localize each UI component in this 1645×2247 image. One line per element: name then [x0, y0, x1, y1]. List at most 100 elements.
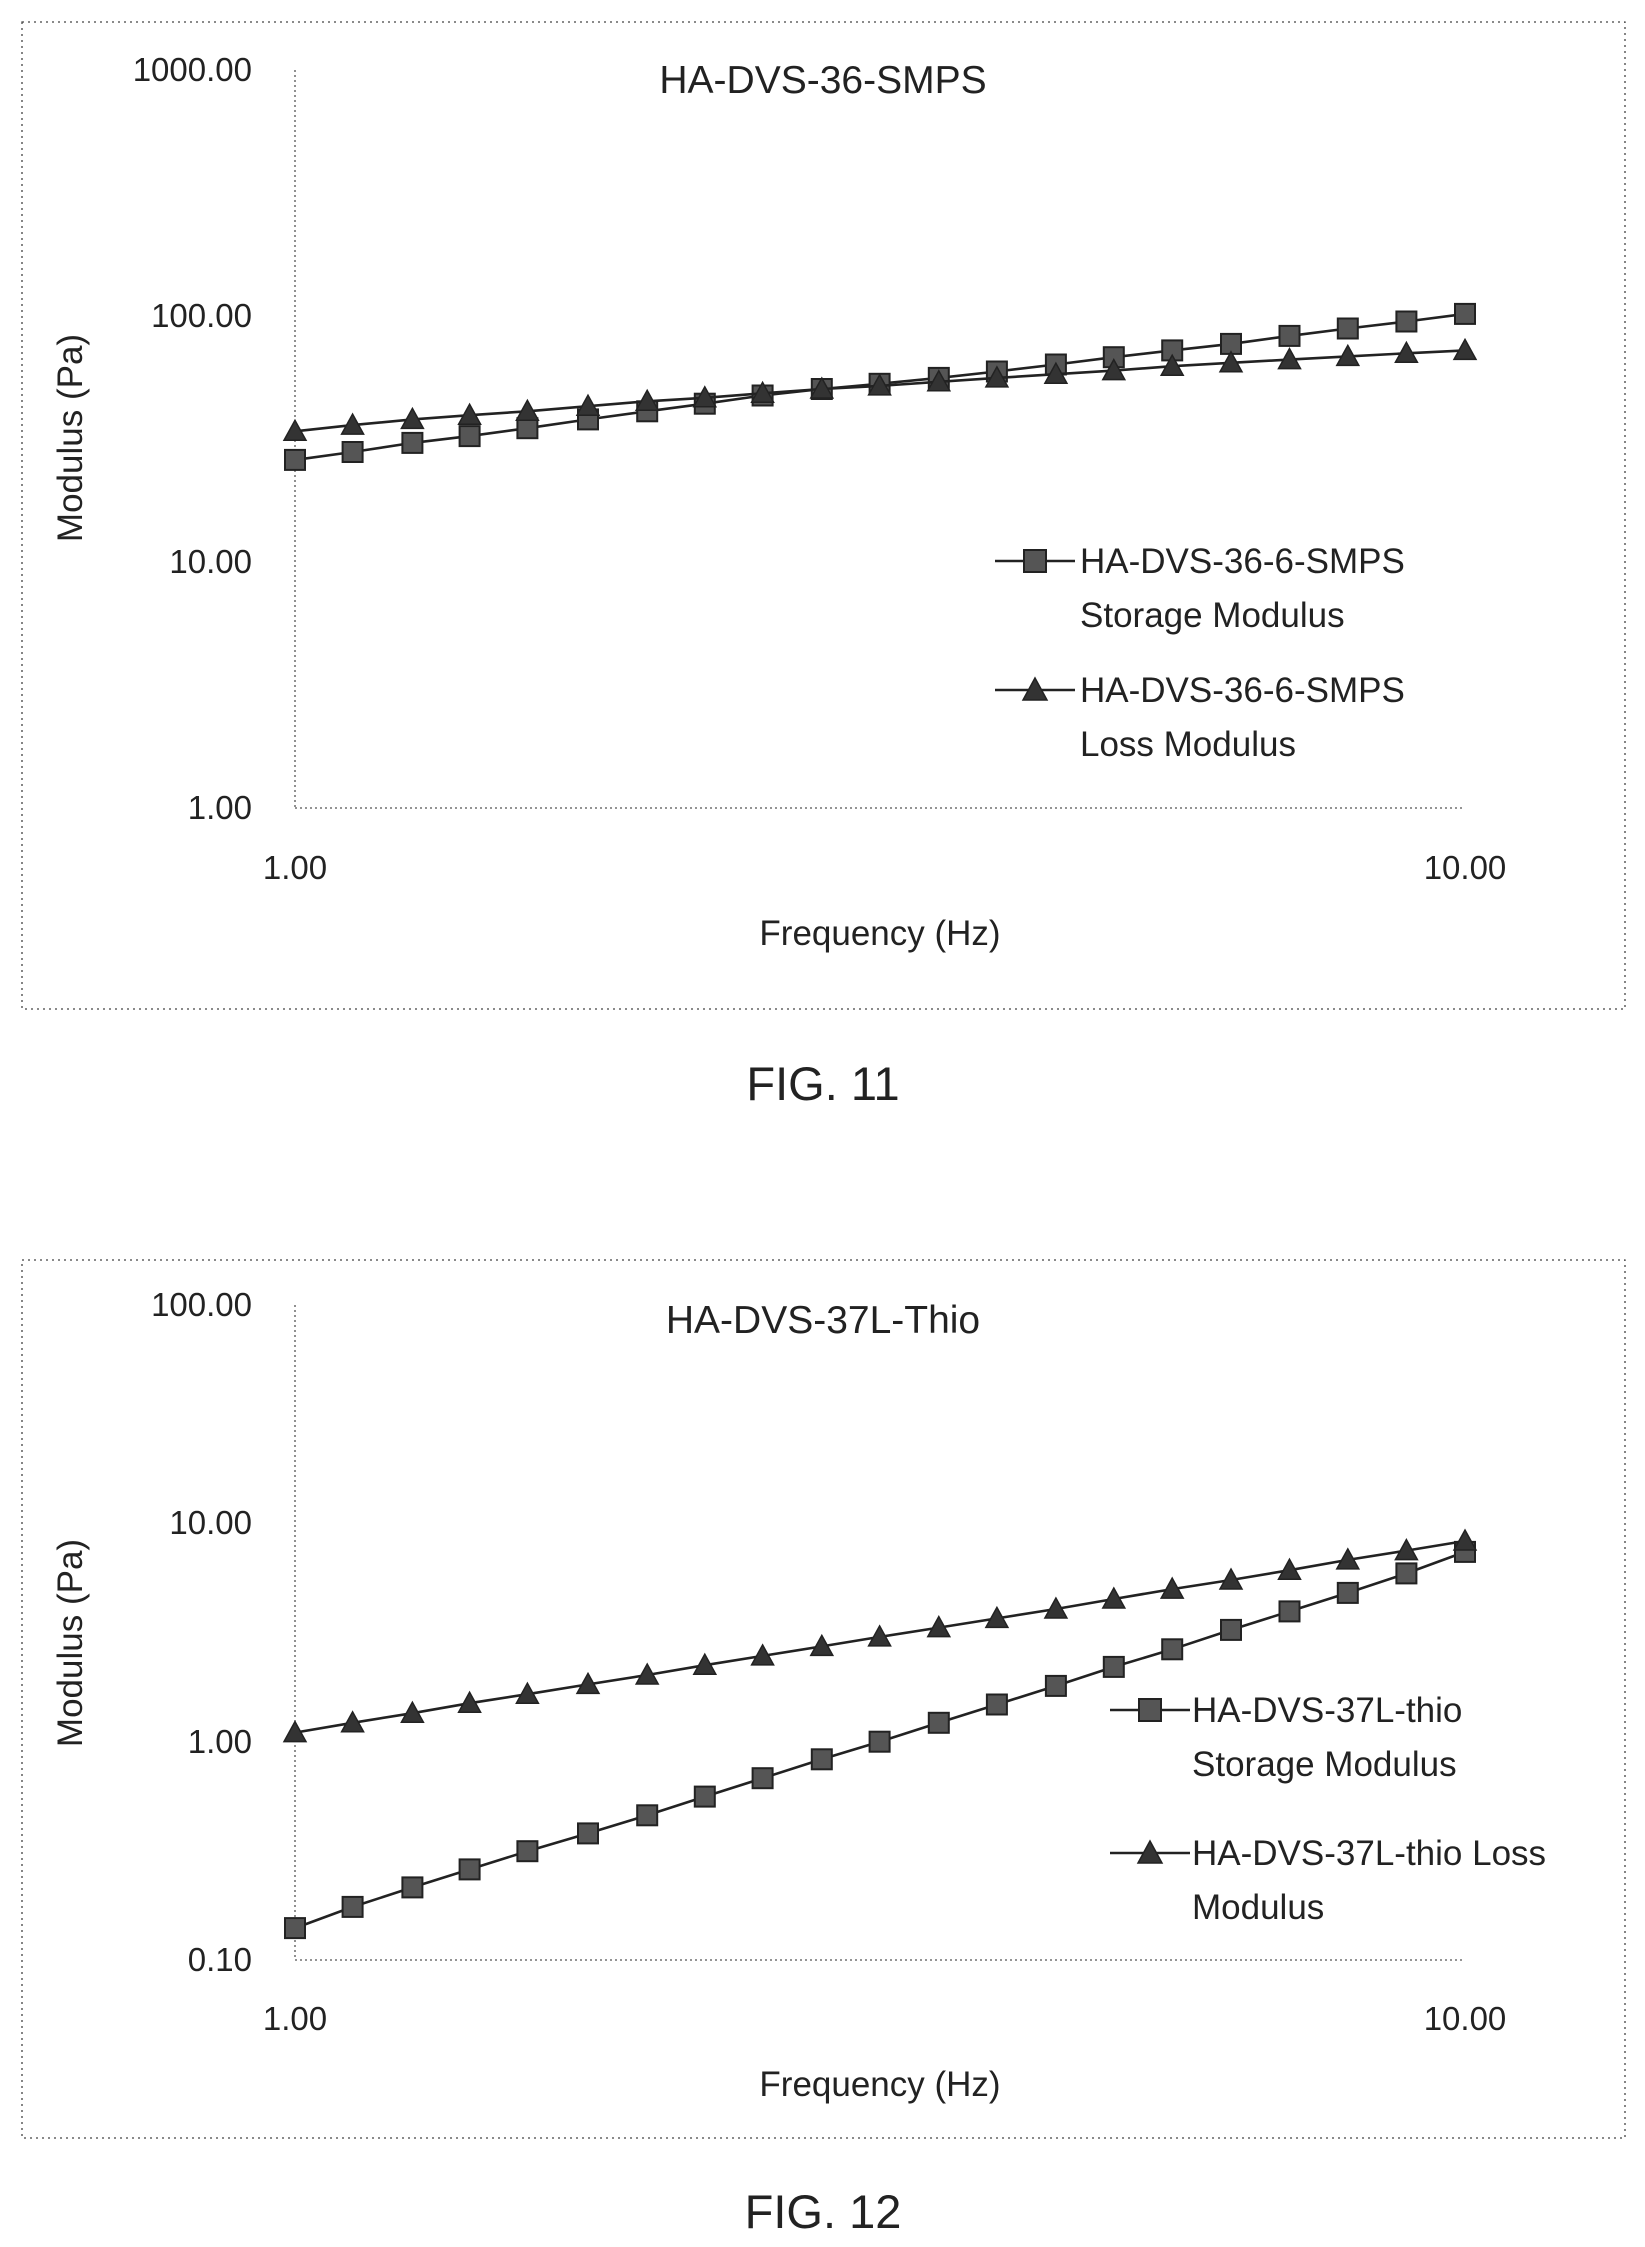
data-point-triangle	[282, 418, 308, 442]
y-tick-label: 10.00	[169, 1504, 252, 1541]
y-tick-label: 1.00	[188, 789, 252, 826]
legend-square-marker	[1138, 1698, 1162, 1722]
x-tick-label: 10.00	[1424, 2000, 1507, 2037]
data-point-square	[284, 448, 306, 471]
legend-label: HA-DVS-37L-thio	[1192, 1691, 1462, 1730]
y-tick-label: 10.00	[169, 543, 252, 580]
data-point-square	[401, 1876, 424, 1899]
data-point-triangle	[809, 1633, 835, 1657]
data-point-square	[341, 1895, 364, 1918]
data-point-triangle	[400, 1700, 425, 1723]
chart-title: HA-DVS-36-SMPS	[659, 59, 986, 102]
data-point-triangle	[692, 1652, 718, 1675]
data-point-triangle	[1394, 1538, 1419, 1561]
data-point-triangle	[750, 380, 775, 404]
data-point-triangle	[515, 398, 540, 422]
data-point-triangle	[340, 1710, 365, 1733]
data-point-triangle	[984, 365, 1010, 388]
legend-triangle-marker	[1021, 676, 1049, 701]
data-point-square	[1102, 1655, 1125, 1678]
chart-fig-12: HA-DVS-37L-Thio 100.00 10.00 1.00 0.10 1…	[21, 1259, 1626, 2139]
data-point-square	[636, 1804, 659, 1827]
data-point-square	[1220, 1618, 1242, 1641]
legend-item-loss: HA-DVS-36-6-SMPS Loss Modulus	[995, 671, 1405, 764]
data-point-triangle	[1394, 340, 1419, 364]
legend-item-loss: HA-DVS-37L-thio Loss Modulus	[1110, 1834, 1546, 1927]
data-point-square	[458, 425, 481, 448]
data-point-triangle	[1218, 350, 1244, 373]
chart-frame	[21, 1259, 1626, 2139]
data-point-triangle	[809, 376, 835, 399]
data-point-square	[927, 1711, 950, 1734]
data-point-square	[1395, 310, 1418, 333]
data-point-square	[401, 431, 424, 454]
data-point-square	[693, 1785, 716, 1808]
y-tick-label: 0.10	[188, 1941, 252, 1978]
data-point-square	[516, 1840, 539, 1863]
data-point-triangle	[340, 412, 365, 435]
data-point-triangle	[984, 1605, 1010, 1629]
data-point-triangle	[1159, 1576, 1185, 1599]
data-point-triangle	[1101, 1586, 1127, 1609]
data-point-square	[1395, 1562, 1418, 1585]
legend-label: HA-DVS-36-6-SMPS	[1080, 542, 1405, 581]
data-point-triangle	[1277, 347, 1302, 370]
legend: HA-DVS-37L-thio Storage Modulus HA-DVS-3…	[1110, 1691, 1546, 1927]
data-point-square	[1278, 324, 1301, 347]
data-point-square	[1336, 1581, 1359, 1604]
data-point-square	[1044, 1674, 1067, 1697]
data-point-square	[985, 1693, 1008, 1716]
data-point-triangle	[575, 1671, 601, 1695]
legend-label: Modulus	[1192, 1888, 1324, 1927]
legend-square-marker	[1023, 549, 1047, 573]
x-tick-label: 1.00	[263, 849, 327, 886]
data-point-triangle	[1101, 358, 1127, 381]
chart-title: HA-DVS-37L-Thio	[666, 1299, 980, 1342]
y-tick-label: 100.00	[151, 1286, 252, 1323]
legend-item-storage: HA-DVS-37L-thio Storage Modulus	[1110, 1691, 1462, 1784]
data-point-triangle	[282, 1720, 308, 1743]
data-point-triangle	[926, 1615, 952, 1638]
data-point-triangle	[1218, 1567, 1244, 1590]
data-point-triangle	[867, 373, 892, 396]
y-axis-label: Modulus (Pa)	[51, 1539, 90, 1747]
data-point-square	[284, 1917, 306, 1940]
data-point-square	[458, 1858, 481, 1881]
data-point-triangle	[515, 1681, 540, 1704]
x-axis-label: Frequency (Hz)	[759, 914, 1000, 953]
data-point-triangle	[1335, 1547, 1361, 1570]
data-point-triangle	[692, 385, 718, 408]
figure-label: FIG. 12	[745, 2185, 902, 2238]
data-point-triangle	[926, 369, 952, 392]
data-point-square	[868, 1730, 891, 1753]
y-tick-label: 100.00	[151, 297, 252, 334]
series-group	[282, 1528, 1478, 1940]
legend-label: HA-DVS-37L-thio Loss	[1192, 1834, 1546, 1873]
data-point-square	[1336, 317, 1359, 340]
data-point-square	[516, 417, 539, 440]
data-point-square	[810, 1748, 833, 1771]
data-point-triangle	[634, 388, 660, 412]
data-point-square	[1454, 302, 1476, 325]
data-point-triangle	[457, 1690, 482, 1713]
data-point-triangle	[1043, 361, 1069, 384]
legend-label: Storage Modulus	[1080, 596, 1345, 635]
chart-fig-11: HA-DVS-36-SMPS 1000.00 100.00 10.00 1.00…	[21, 21, 1626, 1010]
data-point-triangle	[1043, 1596, 1069, 1619]
x-axis-label: Frequency (Hz)	[759, 2065, 1000, 2104]
data-point-square	[577, 1822, 599, 1845]
data-point-square	[341, 441, 364, 463]
data-point-square	[751, 1767, 774, 1790]
data-point-triangle	[575, 393, 601, 416]
data-point-triangle	[1335, 343, 1361, 367]
figure-label: FIG. 11	[746, 1057, 899, 1110]
data-point-triangle	[634, 1662, 660, 1685]
x-tick-label: 10.00	[1424, 849, 1507, 886]
data-point-triangle	[1159, 353, 1185, 376]
series-group	[282, 302, 1478, 471]
data-point-square	[1161, 1638, 1184, 1661]
legend-label: Storage Modulus	[1192, 1745, 1457, 1784]
data-point-triangle	[867, 1624, 892, 1647]
y-axis-label: Modulus (Pa)	[51, 334, 90, 542]
